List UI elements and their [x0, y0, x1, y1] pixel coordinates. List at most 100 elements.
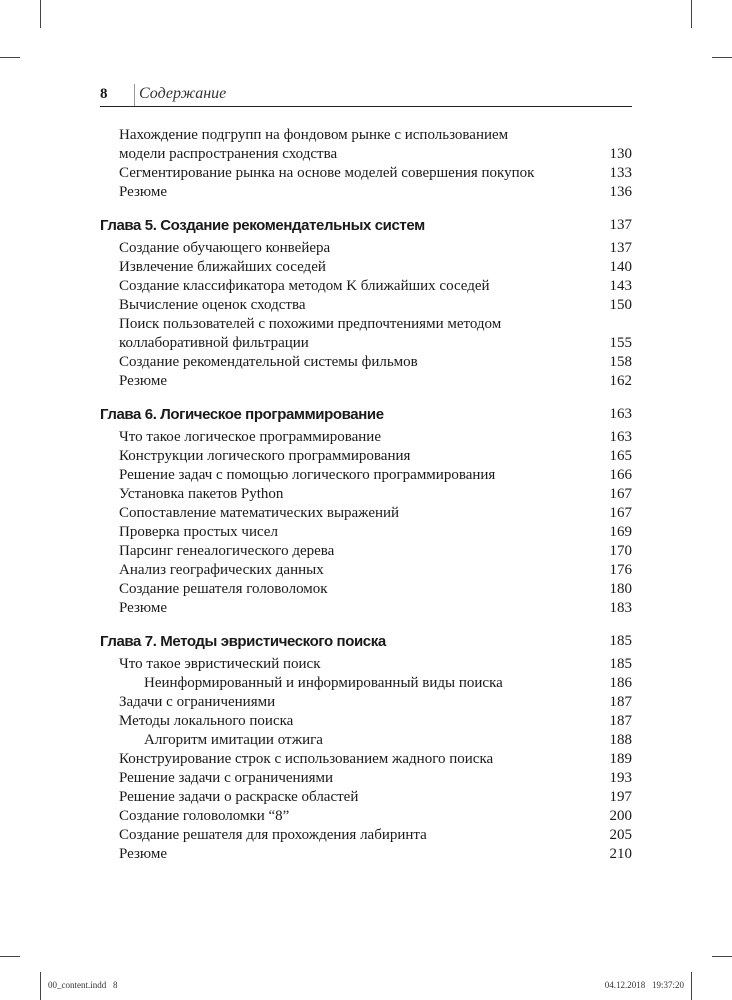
toc-entry-title: Решение задачи с ограничениями: [119, 770, 334, 786]
toc-entry-title: Создание обучающего конвейера: [119, 240, 331, 256]
toc-page-number: 140: [609, 259, 633, 275]
toc-entry: Резюме 183: [100, 600, 632, 619]
toc-entry-title: Конструирование строк с использованием ж…: [119, 751, 494, 767]
toc-page-number: 186: [609, 675, 633, 691]
toc-entry: Анализ географических данных 176: [100, 562, 632, 581]
toc-entry: Вычисление оценок сходства 150: [100, 297, 632, 316]
toc-entry: Нахождение подгрупп на фондовом рынке с …: [100, 127, 632, 146]
toc-page-number: 200: [609, 808, 633, 824]
toc-entry-title: Решение задачи о раскраске областей: [119, 789, 359, 805]
toc-page-number: 180: [609, 581, 633, 597]
toc-entry: Методы локального поиска 187: [100, 713, 632, 732]
toc-page-number: 165: [609, 448, 633, 464]
toc-entry: Неинформированный и информированный виды…: [100, 675, 632, 694]
toc-entry: Поиск пользователей с похожими предпочте…: [100, 316, 632, 335]
toc-entry-title: Создание классификатора методом K ближай…: [119, 278, 490, 294]
crop-mark: [691, 0, 692, 28]
toc-page-number: 163: [609, 406, 633, 422]
toc-entry: Решение задач с помощью логического прог…: [100, 467, 632, 486]
toc-entry-title: Поиск пользователей с похожими предпочте…: [119, 316, 502, 332]
toc-entry: коллаборативной фильтрации 155: [100, 335, 632, 354]
toc-entry: Конструирование строк с использованием ж…: [100, 751, 632, 770]
toc-page-number: 137: [609, 217, 633, 233]
footer-timestamp: 04.12.2018 19:37:20: [604, 980, 684, 990]
header-divider: [134, 84, 135, 106]
toc-entry-title: Методы локального поиска: [119, 713, 294, 729]
toc-entry: Создание классификатора методом K ближай…: [100, 278, 632, 297]
toc-entry-title: Вычисление оценок сходства: [119, 297, 306, 313]
toc-page-number: 169: [609, 524, 633, 540]
toc-page-number: 143: [609, 278, 633, 294]
toc-entry: Создание решателя головоломок 180: [100, 581, 632, 600]
toc-page-number: 170: [609, 543, 633, 559]
toc-page-number: 167: [609, 486, 633, 502]
header-title: Содержание: [139, 85, 227, 102]
toc-entry: Создание рекомендательной системы фильмо…: [100, 354, 632, 373]
toc-page-number: 130: [609, 146, 633, 162]
toc-entry: Сегментирование рынка на основе моделей …: [100, 165, 632, 184]
footer-file: 00_content.indd 8: [48, 980, 118, 990]
crop-mark: [40, 972, 41, 1000]
toc-entry-title: Резюме: [119, 373, 168, 389]
page-number: 8: [100, 86, 108, 102]
toc-page-number: 189: [609, 751, 633, 767]
toc-entry: Конструкции логического программирования…: [100, 448, 632, 467]
table-of-contents: Нахождение подгрупп на фондовом рынке с …: [100, 127, 632, 865]
toc-page-number: 155: [609, 335, 633, 351]
toc-page-number: 162: [609, 373, 633, 389]
toc-entry: Решение задачи с ограничениями 193: [100, 770, 632, 789]
toc-page-number: 193: [609, 770, 633, 786]
toc-entry-title: Решение задач с помощью логического прог…: [119, 467, 496, 483]
toc-entry: Задачи с ограничениями 187: [100, 694, 632, 713]
toc-entry-title: Резюме: [119, 600, 168, 616]
toc-entry-title: Установка пакетов Python: [119, 486, 284, 502]
toc-entry-title: Нахождение подгрупп на фондовом рынке с …: [119, 127, 509, 143]
toc-entry-title: Извлечение ближайших соседей: [119, 259, 326, 275]
toc-entry: Парсинг генеалогического дерева 170: [100, 543, 632, 562]
toc-entry-title: Алгоритм имитации отжига: [144, 732, 323, 748]
toc-entry: Сопоставление математических выражений 16…: [100, 505, 632, 524]
toc-entry-title: Парсинг генеалогического дерева: [119, 543, 335, 559]
toc-entry: Что такое логическое программирование 163: [100, 429, 632, 448]
toc-entry-title: Что такое логическое программирование: [119, 429, 381, 445]
toc-page-number: 136: [609, 184, 633, 200]
toc-page-number: 176: [609, 562, 633, 578]
toc-page-number: 183: [609, 600, 633, 616]
toc-entry: Алгоритм имитации отжига 188: [100, 732, 632, 751]
toc-page-number: 185: [609, 656, 633, 672]
toc-entry-title: Создание рекомендательной системы фильмо…: [119, 354, 418, 370]
toc-entry: Резюме 136: [100, 184, 632, 203]
toc-page-number: 137: [609, 240, 633, 256]
toc-entry: Создание решателя для прохождения лабири…: [100, 827, 632, 846]
toc-entry-title: Проверка простых чисел: [119, 524, 278, 540]
toc-page-number: 166: [609, 467, 633, 483]
toc-entry-title: Неинформированный и информированный виды…: [144, 675, 503, 691]
toc-chapter: Глава 6. Логическое программирование 163: [100, 406, 632, 425]
toc-entry-title: Резюме: [119, 846, 168, 862]
crop-mark: [0, 57, 20, 58]
toc-page-number: 133: [609, 165, 633, 181]
running-header: 8 Содержание: [100, 84, 632, 107]
toc-entry: Проверка простых чисел 169: [100, 524, 632, 543]
toc-entry: Создание обучающего конвейера 137: [100, 240, 632, 259]
toc-page-number: 205: [609, 827, 633, 843]
toc-entry: Резюме 162: [100, 373, 632, 392]
toc-entry: Резюме 210: [100, 846, 632, 865]
toc-entry: Решение задачи о раскраске областей 197: [100, 789, 632, 808]
toc-entry: Установка пакетов Python 167: [100, 486, 632, 505]
crop-mark: [691, 972, 692, 1000]
crop-mark: [0, 956, 20, 957]
toc-entry: Что такое эвристический поиск 185: [100, 656, 632, 675]
crop-mark: [712, 956, 732, 957]
toc-entry-title: Глава 7. Методы эвристического поиска: [100, 633, 386, 650]
toc-entry-title: модели распространения сходства: [119, 146, 338, 162]
toc-entry: Извлечение ближайших соседей 140: [100, 259, 632, 278]
toc-page-number: 167: [609, 505, 633, 521]
toc-entry: Создание головоломки “8” 200: [100, 808, 632, 827]
toc-page-number: 150: [609, 297, 633, 313]
toc-entry-title: Создание решателя головоломок: [119, 581, 328, 597]
toc-entry-title: Создание головоломки “8”: [119, 808, 290, 824]
toc-page-number: 188: [609, 732, 633, 748]
toc-entry-title: Глава 6. Логическое программирование: [100, 406, 384, 423]
toc-entry-title: Что такое эвристический поиск: [119, 656, 321, 672]
